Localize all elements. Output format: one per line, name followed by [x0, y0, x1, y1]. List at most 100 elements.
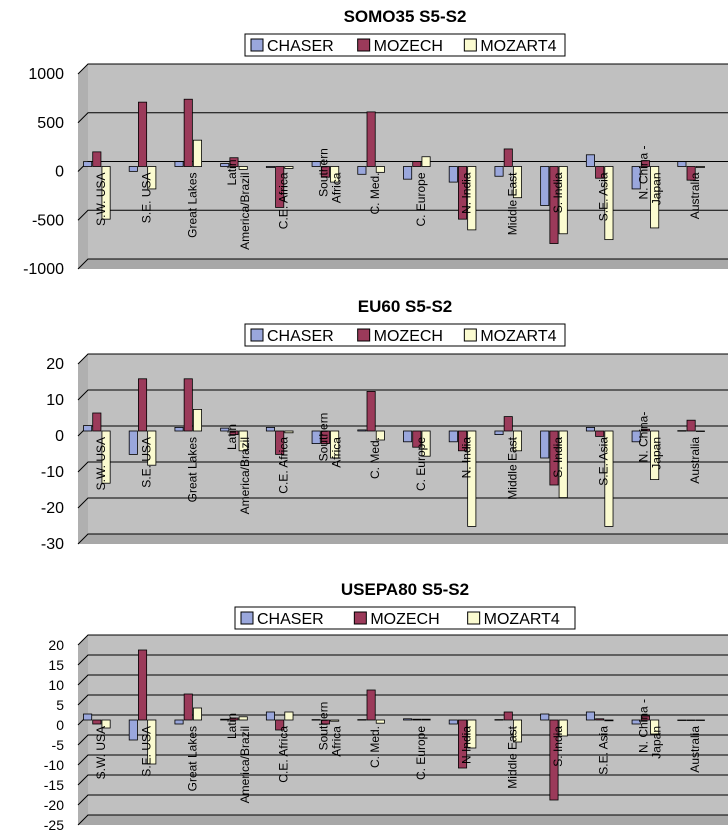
category-label: N. China -Japan: [636, 699, 663, 759]
legend-swatch-mozech: [357, 328, 371, 342]
bar-chaser: [494, 166, 504, 177]
bar-chaser: [585, 426, 595, 432]
category-label: S. India: [551, 726, 565, 767]
bar-chaser: [357, 429, 367, 432]
bar-chaser: [265, 166, 275, 168]
bar-chaser: [585, 711, 595, 721]
bar-chaser: [540, 430, 550, 459]
category-label: N. China -Japan: [636, 145, 663, 205]
bar-chaser: [128, 166, 138, 172]
category-label: N. China-Japan: [636, 412, 663, 470]
category-label: C.E. Africa: [277, 726, 291, 783]
y-tick-label: 1000: [28, 66, 64, 83]
bar-mozart4: [467, 430, 477, 527]
category-label: SouthernAfrica: [316, 413, 343, 468]
gridline: [77, 353, 728, 365]
category-label: C. Med.: [368, 726, 382, 768]
bar-chaser: [631, 719, 641, 725]
bar-mozart4: [238, 166, 248, 170]
chart-title: EU60 S5-S2: [358, 297, 453, 316]
bar-mozech: [229, 430, 239, 435]
legend-box: [244, 33, 566, 57]
bar-chaser: [631, 430, 641, 443]
plot-side-wall: [78, 354, 88, 544]
bar-mozart4: [147, 719, 157, 765]
legend-swatch-mozart4: [463, 328, 477, 342]
category-label: S.W. USA: [94, 437, 108, 490]
y-tick-label: 0: [55, 164, 64, 181]
category-label: Middle East: [505, 172, 519, 235]
y-tick-label: -15: [44, 777, 64, 793]
bar-mozart4: [604, 719, 614, 722]
bar-mozech: [412, 161, 422, 167]
y-tick-label: -30: [41, 536, 64, 553]
legend-swatch-mozech: [353, 611, 367, 625]
chart-svg: SOMO35 S5-S2 CHASER MOZECH MOZART4 1000 500 0 -…: [23, 7, 728, 278]
category-label: C. Europe: [414, 726, 428, 780]
bar-mozech: [503, 148, 513, 167]
legend-label-mozech: MOZECH: [370, 611, 439, 628]
bar-mozech: [503, 711, 513, 721]
bar-mozech: [183, 378, 193, 432]
category-label: Great Lakes: [185, 173, 199, 238]
bar-mozech: [412, 430, 422, 448]
legend-box: [234, 606, 576, 630]
gridline: [77, 634, 728, 646]
y-tick-label: -500: [32, 212, 64, 229]
chart-eu60: EU60 S5-S2 CHASER MOZECH MOZART4 20 10 0 -10 -20…: [0, 290, 728, 575]
legend-swatch-chaser: [250, 38, 264, 52]
gridline: [77, 497, 728, 509]
bar-mozech: [275, 166, 285, 208]
category-label: LatinAmerica/Brazil: [225, 159, 252, 249]
bar-mozart4: [650, 430, 660, 480]
y-tick-label: 0: [55, 428, 64, 445]
bar-chaser: [403, 166, 413, 180]
bar-mozech: [640, 715, 650, 721]
bar-chaser: [311, 430, 321, 444]
gridline: [77, 694, 728, 706]
category-label: Australia: [688, 437, 702, 484]
category-label: S. India: [551, 437, 565, 478]
bar-mozech: [229, 157, 239, 167]
bar-chaser: [174, 161, 184, 167]
y-tick-label: 20: [48, 637, 64, 653]
bar-mozart4: [695, 719, 705, 721]
bar-mozart4: [192, 409, 203, 432]
bar-mozech: [686, 419, 696, 432]
category-label: LatinAmerica/Brazil: [225, 713, 252, 803]
bar-mozart4: [421, 156, 431, 167]
category-label: S.E. USA: [140, 726, 154, 777]
y-tick-label: -5: [52, 737, 65, 753]
category-label: Middle East: [505, 725, 519, 788]
legend-swatch-mozart4: [467, 611, 481, 625]
category-label: Australia: [688, 726, 702, 773]
plot-floor: [78, 815, 728, 825]
gridline: [77, 654, 728, 666]
category-label: SouthernAfrica: [316, 702, 343, 757]
bar-mozart4: [604, 166, 614, 241]
gridline: [77, 774, 728, 786]
y-tick-label: -20: [44, 797, 64, 813]
legend-swatch-mozech: [357, 38, 371, 52]
bar-chaser: [83, 425, 93, 432]
chart-usepa80: USEPA80 S5-S2 CHASER MOZECH MOZART4 20 15 10 5 0…: [0, 575, 728, 835]
gridline: [77, 674, 728, 686]
bar-mozech: [549, 430, 559, 486]
bar-mozart4: [375, 719, 385, 724]
bar-mozech: [595, 166, 605, 179]
bar-mozart4: [192, 139, 203, 167]
bar-chaser: [403, 430, 413, 443]
bar-mozart4: [101, 719, 111, 729]
category-label: C.E. Africa: [277, 172, 291, 229]
y-tick-label: 15: [48, 657, 64, 673]
bar-mozech: [92, 412, 102, 432]
y-tick-label: 5: [56, 697, 64, 713]
category-label: C. Europe: [414, 437, 428, 491]
gridline: [77, 209, 728, 221]
legend-label-mozech: MOZECH: [374, 328, 443, 345]
bar-chaser: [403, 718, 413, 721]
bar-chaser: [540, 713, 550, 721]
category-label: S.E. USA: [140, 437, 154, 488]
bar-chaser: [677, 161, 687, 167]
bar-mozart4: [330, 166, 340, 183]
